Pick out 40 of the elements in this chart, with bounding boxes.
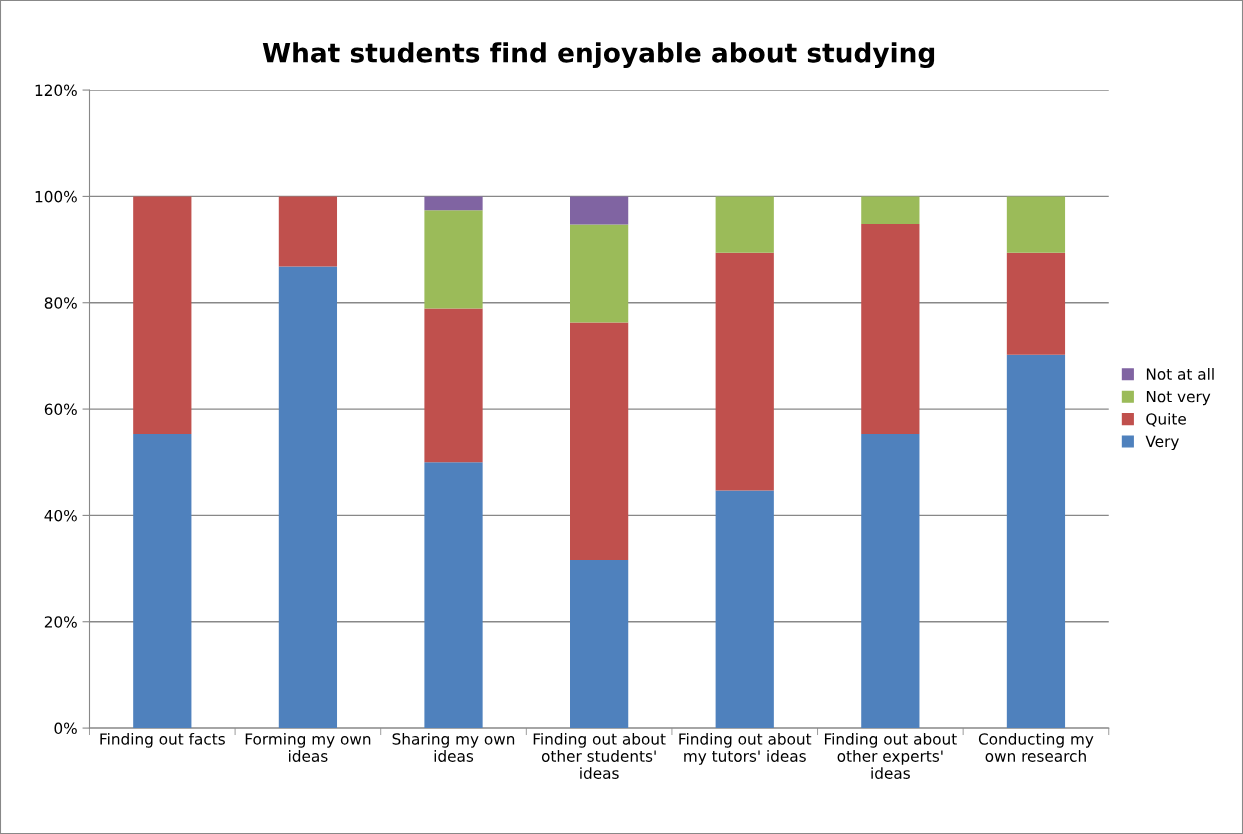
bar <box>278 266 338 729</box>
bar <box>278 196 338 267</box>
y-tick-label: 0% <box>54 722 77 735</box>
bar <box>570 224 629 323</box>
legend-label: Not at all <box>1146 368 1214 380</box>
bar <box>424 308 483 463</box>
bar <box>570 196 629 225</box>
bar <box>424 196 483 211</box>
x-tick-label: Sharing my own ideas <box>392 732 515 762</box>
legend-label: Not very <box>1146 390 1211 406</box>
bar <box>570 322 629 561</box>
x-tick-label: Finding out facts <box>100 732 225 748</box>
bar <box>424 462 483 729</box>
bar <box>1006 354 1066 729</box>
y-tick-label: 80% <box>44 297 77 309</box>
bar <box>861 434 920 729</box>
bar <box>424 210 483 309</box>
x-tick-label: Finding out about other experts' ideas <box>824 732 957 779</box>
x-tick-label: Conducting my own research <box>978 732 1094 762</box>
legend-label: Quite <box>1146 412 1186 427</box>
bar <box>715 252 774 491</box>
bar <box>861 196 920 225</box>
bar <box>133 434 192 729</box>
chart-title: What students find enjoyable about studying <box>262 42 935 68</box>
bar <box>570 560 629 729</box>
x-tick-label: Finding out about my tutors' ideas <box>679 732 812 765</box>
x-tick-label: Finding out about other students' ideas <box>533 732 666 779</box>
bar <box>1006 252 1066 355</box>
y-tick-label: 120% <box>35 84 77 97</box>
bar <box>133 196 192 435</box>
bar <box>715 490 774 729</box>
legend-label: Very <box>1145 435 1179 451</box>
bar <box>861 224 920 435</box>
x-tick-label: Forming my own ideas <box>245 732 371 762</box>
y-tick-label: 100% <box>35 190 77 203</box>
bar <box>715 196 774 253</box>
y-tick-label: 60% <box>44 403 77 416</box>
y-tick-label: 20% <box>44 616 77 628</box>
y-tick-label: 40% <box>44 509 77 522</box>
bar <box>1006 196 1066 253</box>
